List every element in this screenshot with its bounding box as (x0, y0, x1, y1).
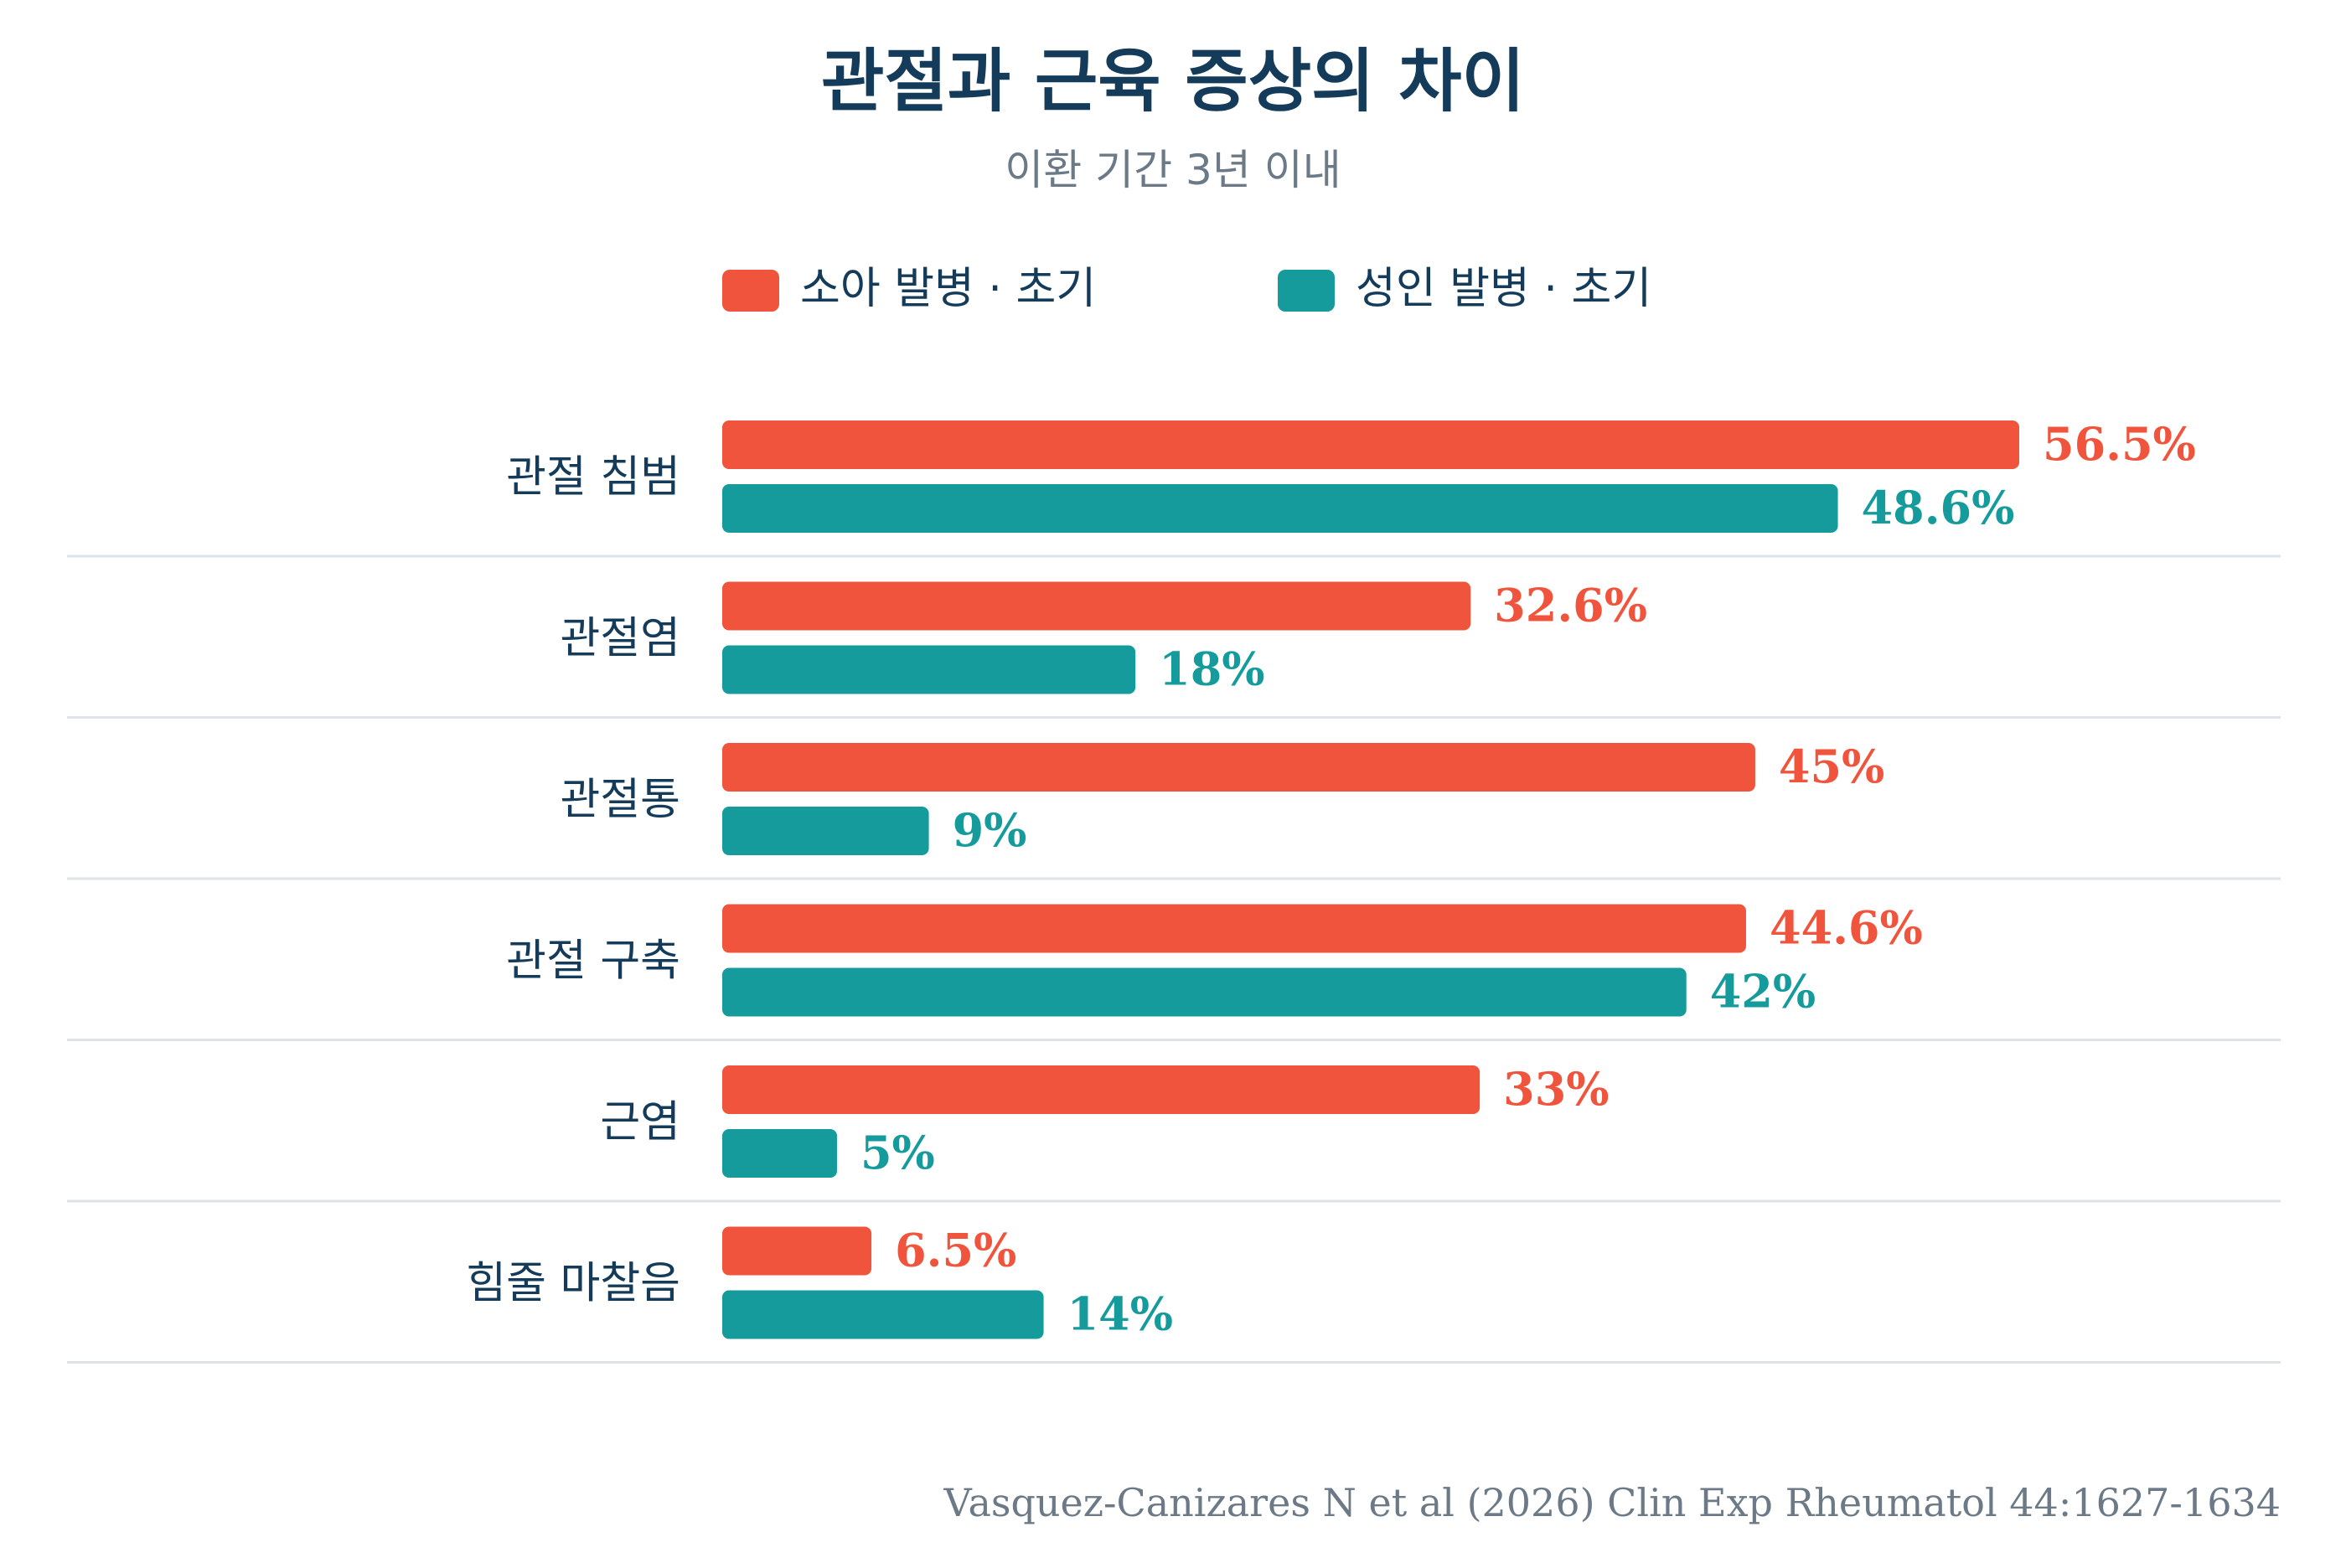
plot-area: 관절 침범 56.5% 48.6% 관절염 32.6% 18% 관절통 45% 9% 관절 구축 4… (67, 417, 2281, 1364)
category-label: 근염 (600, 1097, 680, 1148)
chart-title: 관절과 근육 증상의 차이 (821, 42, 1525, 121)
legend-swatch-juvenile (722, 270, 779, 312)
data-label: 18% (1159, 642, 1264, 696)
bar (722, 581, 1471, 631)
bar (722, 420, 2019, 469)
legend: 소아 발병 · 초기 성인 발병 · 초기 (722, 264, 1651, 314)
bar (722, 1290, 1044, 1339)
legend-swatch-adult (1278, 270, 1335, 312)
legend-label-adult: 성인 발병 · 초기 (1356, 264, 1651, 314)
data-label: 5% (860, 1126, 935, 1179)
category-label: 관절 침범 (506, 452, 680, 503)
chart-subtitle: 이환 기간 3년 이내 (1005, 146, 1341, 194)
data-label: 44.6% (1770, 901, 1923, 955)
category-label: 관절통 (560, 775, 680, 825)
data-label: 33% (1503, 1062, 1609, 1116)
bar (722, 743, 1755, 792)
source-citation: Vasquez-Canizares N et al (2026) Clin Ex… (943, 1480, 2281, 1525)
data-label: 9% (953, 803, 1027, 857)
bar (722, 645, 1136, 694)
data-label: 14% (1067, 1287, 1173, 1341)
bar (722, 484, 1838, 533)
data-label: 6.5% (895, 1224, 1016, 1277)
bar (722, 1129, 837, 1178)
bar (722, 807, 929, 855)
legend-label-juvenile: 소아 발병 · 초기 (800, 264, 1096, 314)
category-label: 관절염 (560, 614, 680, 664)
bar (722, 904, 1746, 953)
bar (722, 1065, 1480, 1114)
category-label: 관절 구축 (506, 936, 680, 987)
data-label: 48.6% (1862, 481, 2015, 534)
data-label: 32.6% (1494, 579, 1647, 632)
bar (722, 967, 1687, 1017)
bar (722, 1226, 872, 1276)
data-label: 42% (1710, 965, 1816, 1019)
data-label: 56.5% (2043, 417, 2196, 471)
data-label: 45% (1779, 740, 1884, 793)
category-label: 힘줄 마찰음 (466, 1259, 680, 1309)
